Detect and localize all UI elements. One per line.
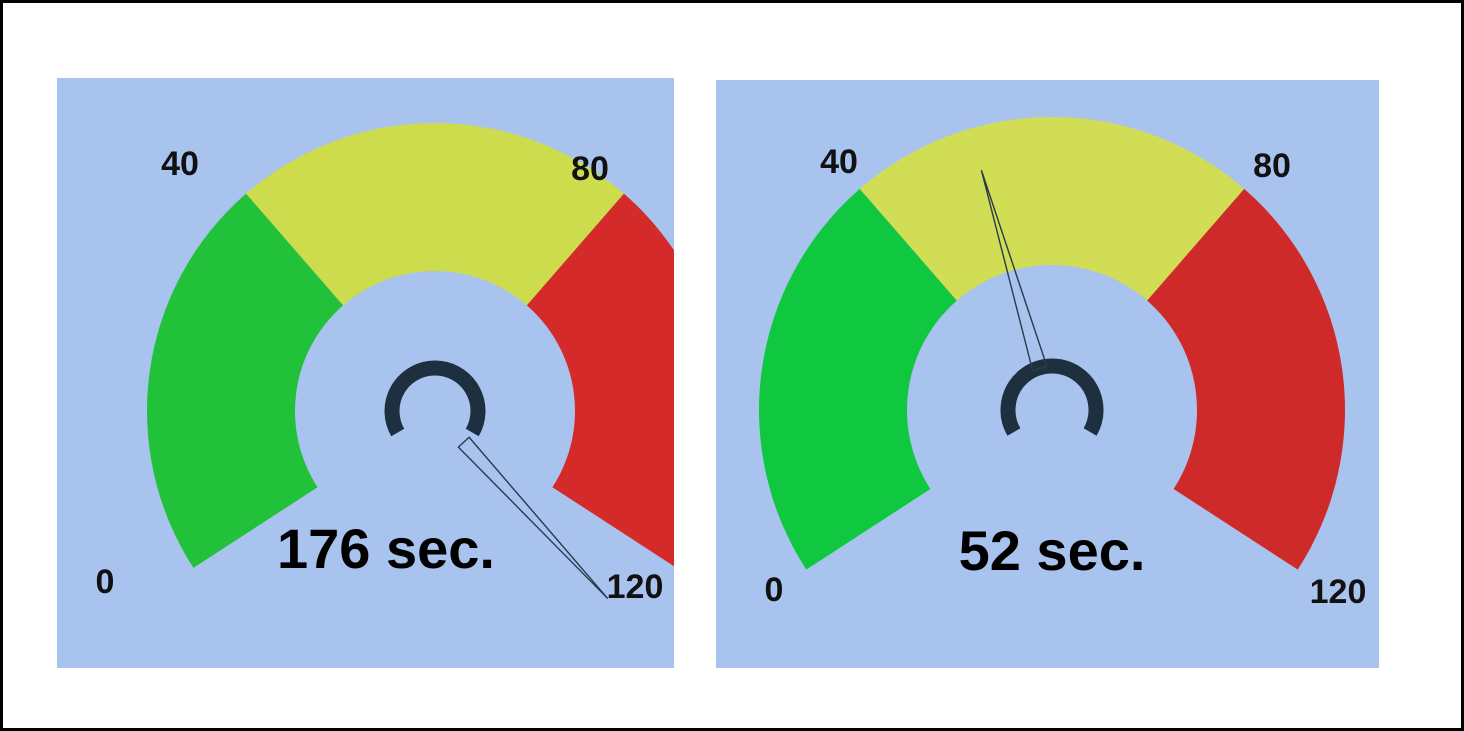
gauge-band-2: [1147, 188, 1345, 570]
gauge-band-0: [759, 188, 957, 570]
gauge-band-1: [859, 116, 1245, 301]
tick-label: 0: [765, 571, 784, 609]
tick-label: 120: [1310, 573, 1367, 611]
gauge-hub: [1000, 358, 1104, 436]
gauge-panel-left: 0 40 80 120 176 sec.: [57, 78, 674, 668]
gauge-hub: [384, 360, 486, 437]
tick-label: 40: [161, 145, 199, 183]
tick-label: 80: [571, 150, 609, 188]
tick-label: 120: [607, 568, 664, 606]
gauge-right: 0 40 80 120 52 sec.: [759, 116, 1367, 611]
tick-label: 0: [96, 563, 115, 601]
gauge-band-0: [146, 193, 344, 568]
gauge-readout: 176 sec.: [277, 517, 495, 580]
gauge-needle: [980, 169, 1048, 372]
gauge-band-2: [526, 193, 674, 567]
tick-label: 80: [1253, 147, 1291, 185]
gauge-panel-right: 0 40 80 120 52 sec.: [716, 80, 1379, 668]
tick-label: 40: [820, 143, 858, 181]
gauge-readout: 52 sec.: [959, 519, 1146, 582]
gauge-left: 0 40 80 120 176 sec.: [96, 123, 674, 606]
gauge-band-1: [246, 123, 624, 306]
gauge-needle: [457, 436, 609, 600]
